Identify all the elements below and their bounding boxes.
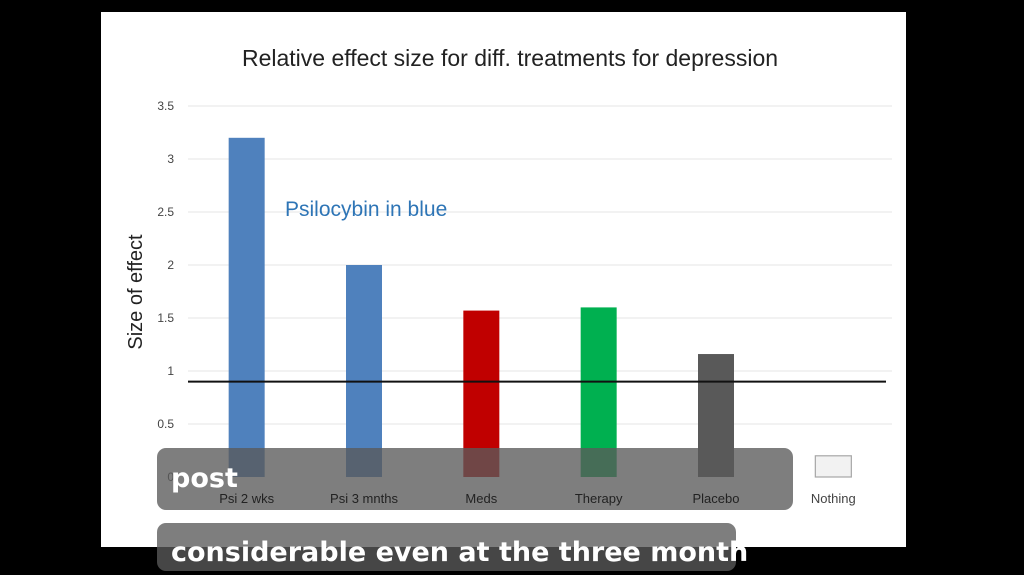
psilocybin-annotation: Psilocybin in blue (285, 198, 447, 221)
subtitle-line-1: post (171, 463, 238, 494)
x-tick-label: Psi 2 wks (219, 491, 274, 506)
x-tick-label: Meds (465, 491, 497, 506)
y-tick-label: 3.5 (157, 99, 174, 113)
x-tick-label: Placebo (693, 491, 740, 506)
y-tick-label: 2 (167, 258, 174, 272)
y-tick-label: 1 (167, 364, 174, 378)
subtitle-background-2 (157, 523, 736, 571)
y-tick-label: 1.5 (157, 311, 174, 325)
bar (346, 265, 382, 477)
bar (228, 137, 265, 478)
chart-title: Relative effect size for diff. treatment… (242, 45, 778, 71)
subtitle-line-2: considerable even at the three month (171, 537, 749, 568)
y-tick-label: 3 (167, 152, 174, 166)
x-tick-label: Nothing (811, 491, 856, 506)
y-tick-label: 0.5 (157, 417, 174, 431)
x-tick-label: Psi 3 mnths (330, 491, 398, 506)
y-tick-label: 2.5 (157, 205, 174, 219)
bar (814, 455, 852, 478)
subtitle-background-1 (157, 448, 793, 510)
y-axis-label: Size of effect (125, 234, 147, 350)
x-tick-label: Therapy (575, 491, 623, 506)
